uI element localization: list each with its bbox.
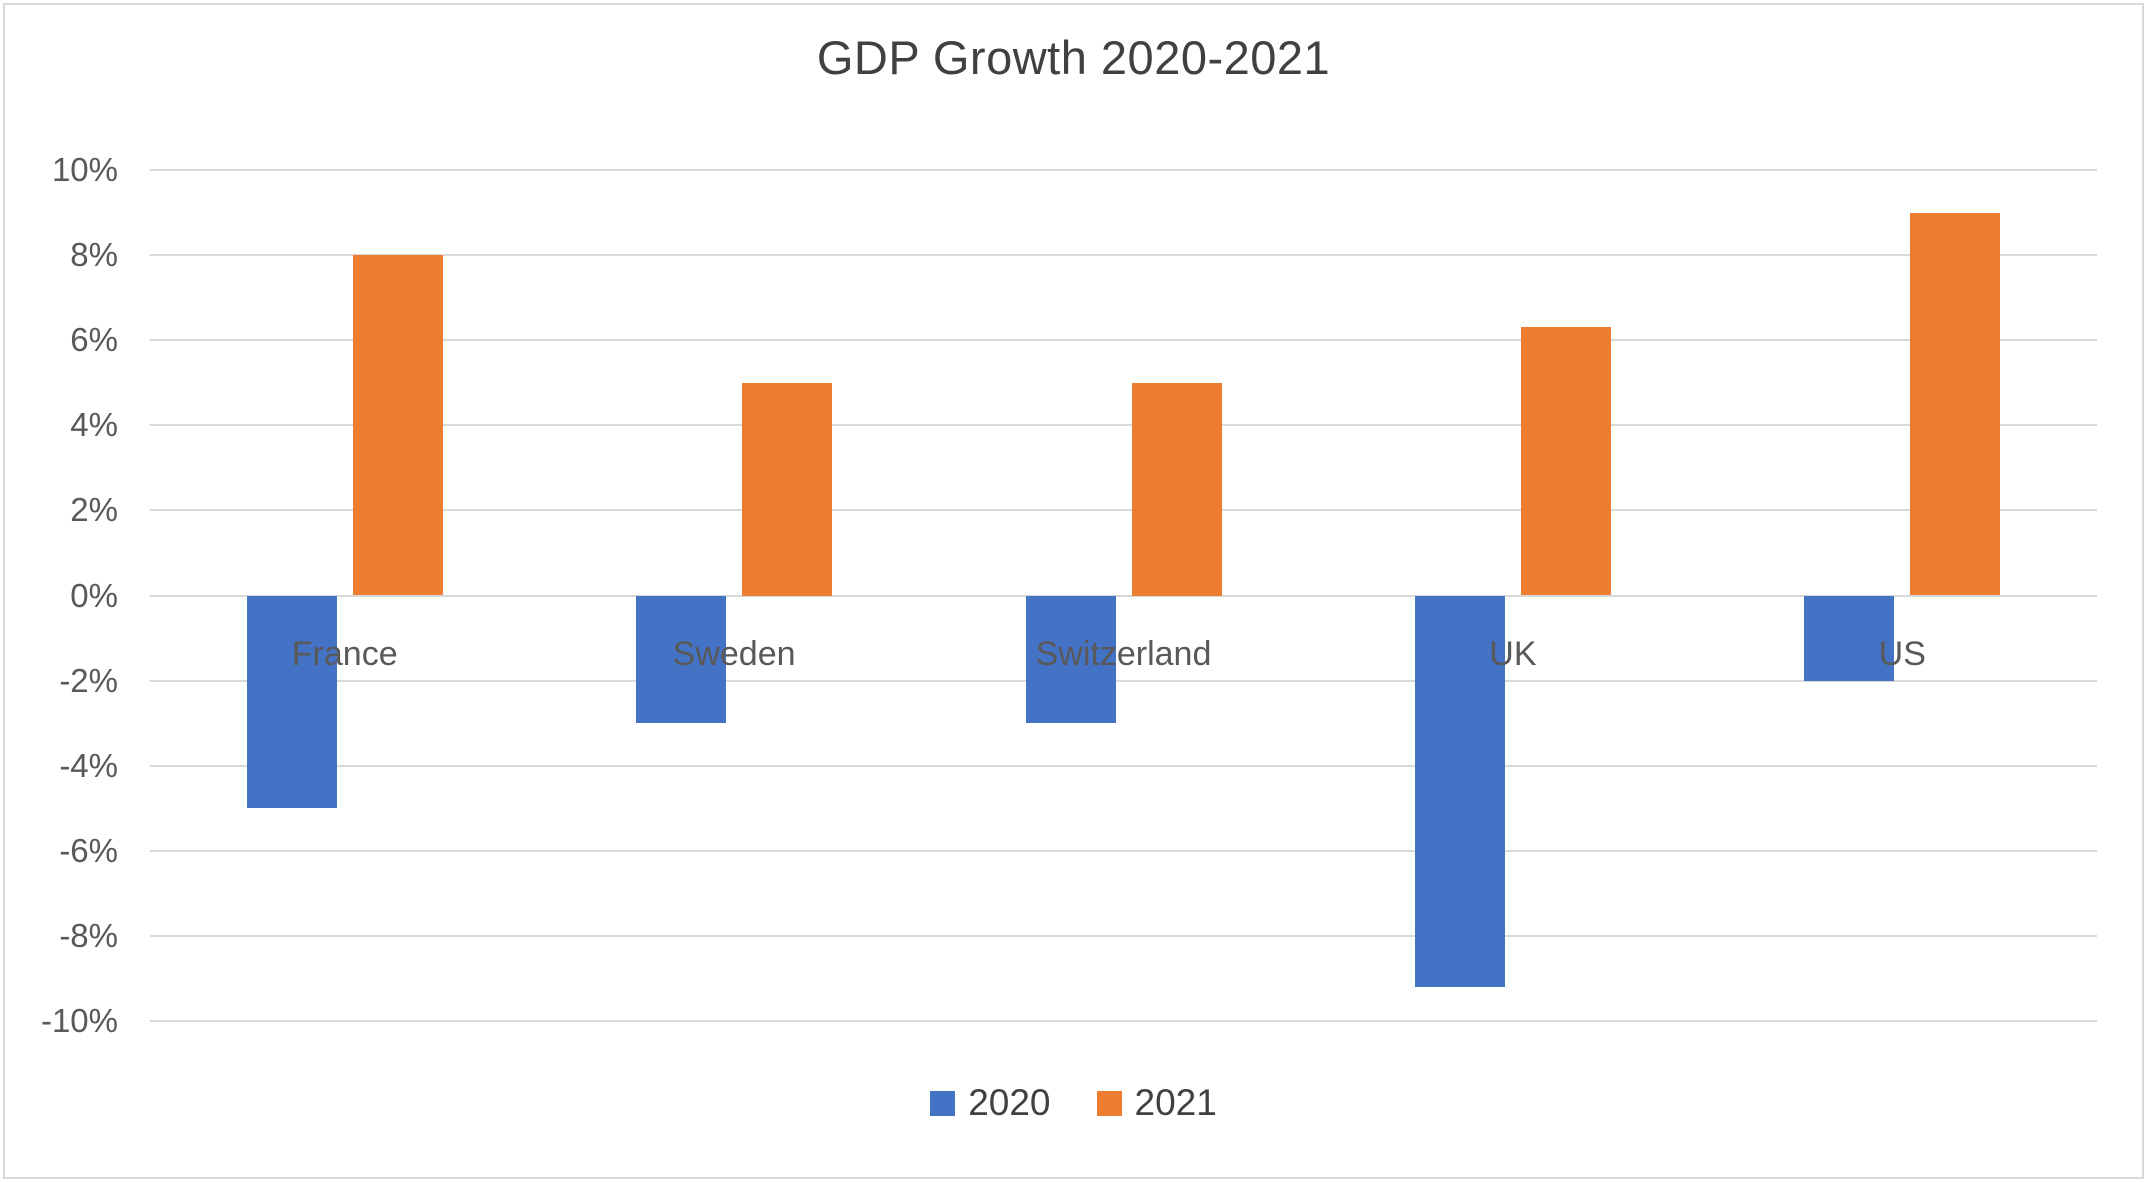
gridline-8% (150, 254, 2097, 257)
y-tick-label-10%: 10% (51, 151, 118, 188)
bar-2021-Sweden (742, 382, 833, 596)
y-tick-label-0%: 0% (70, 576, 118, 614)
chart-border (3, 3, 2144, 1179)
bar-2021-France (352, 255, 443, 596)
y-tick-label-2%: 2% (70, 491, 118, 529)
gridline-0% (150, 594, 2097, 597)
gridline--2% (150, 679, 2097, 682)
legend-swatch-2020-icon (930, 1090, 956, 1116)
bar-2020-Switzerland (1025, 595, 1116, 724)
legend-label-2020: 2020 (968, 1082, 1051, 1123)
gridline-2% (150, 509, 2097, 512)
y-tick-label--6%: -6% (59, 831, 118, 869)
category-label-Sweden: Sweden (672, 635, 796, 673)
gridline--4% (150, 764, 2097, 767)
category-label-Switzerland: Switzerland (1035, 635, 1212, 673)
y-tick-label-6%: 6% (70, 321, 118, 359)
bar-2021-UK (1520, 327, 1611, 596)
gridline-4% (150, 424, 2097, 427)
chart-title: GDP Growth 2020-2021 (816, 31, 1331, 84)
gridline-6% (150, 339, 2097, 342)
y-tick-label-8%: 8% (70, 236, 118, 274)
y-tick-label--2%: -2% (59, 661, 118, 699)
y-tick-label--10%: -10% (40, 1002, 118, 1039)
legend-swatch-2021-icon (1096, 1090, 1122, 1116)
category-label-France: France (291, 635, 398, 673)
legend-label-2021: 2021 (1134, 1082, 1217, 1123)
gridline--10% (150, 1020, 2097, 1022)
y-tick-label--4%: -4% (59, 746, 118, 784)
bar-2020-France (246, 595, 337, 809)
gridline-10% (150, 169, 2097, 171)
legend-item-2021: 2021 (1096, 1082, 1217, 1124)
gridline--8% (150, 934, 2097, 937)
y-tick-label-4%: 4% (70, 406, 118, 444)
bar-2020-Sweden (636, 595, 727, 724)
bar-2021-Switzerland (1131, 382, 1222, 596)
bar-2020-US (1804, 595, 1895, 681)
category-label-UK: UK (1489, 635, 1537, 673)
gridline--6% (150, 849, 2097, 852)
bar-2021-US (1910, 212, 2001, 596)
legend-item-2020: 2020 (930, 1082, 1051, 1124)
legend: 2020 2021 (0, 1082, 2147, 1124)
y-tick-label--8%: -8% (59, 916, 118, 954)
category-label-US: US (1878, 635, 1926, 673)
bar-2020-UK (1414, 595, 1505, 987)
